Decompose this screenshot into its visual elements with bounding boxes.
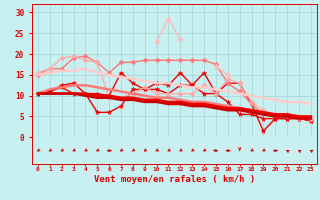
- X-axis label: Vent moyen/en rafales ( km/h ): Vent moyen/en rafales ( km/h ): [94, 175, 255, 184]
